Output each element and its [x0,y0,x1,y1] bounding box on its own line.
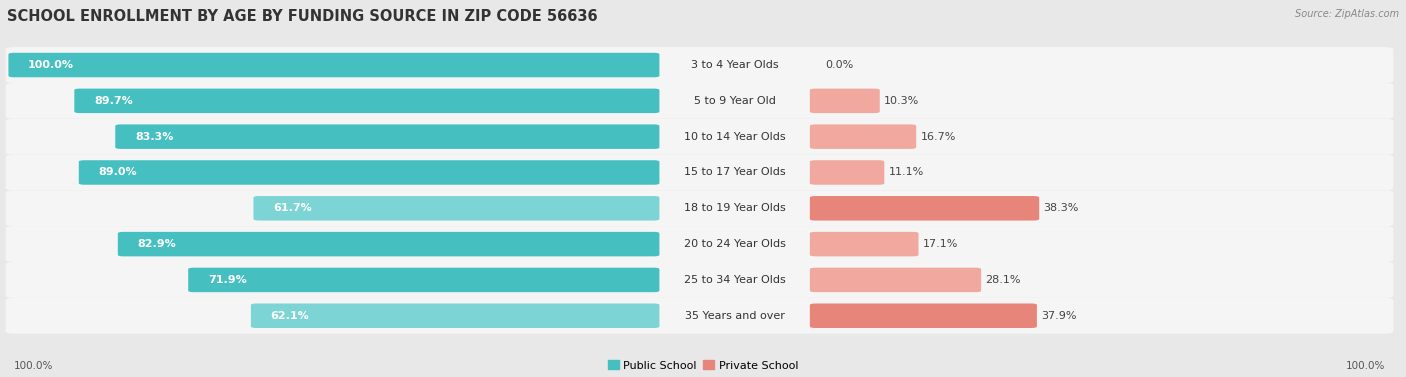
FancyBboxPatch shape [6,298,1393,334]
Text: 100.0%: 100.0% [28,60,75,70]
FancyBboxPatch shape [810,160,884,185]
FancyBboxPatch shape [115,124,659,149]
Text: 62.1%: 62.1% [270,311,309,321]
FancyBboxPatch shape [8,53,659,77]
FancyBboxPatch shape [6,47,1393,83]
Text: 37.9%: 37.9% [1040,311,1077,321]
Text: 3 to 4 Year Olds: 3 to 4 Year Olds [690,60,779,70]
Text: 82.9%: 82.9% [138,239,176,249]
Text: SCHOOL ENROLLMENT BY AGE BY FUNDING SOURCE IN ZIP CODE 56636: SCHOOL ENROLLMENT BY AGE BY FUNDING SOUR… [7,9,598,25]
Text: 20 to 24 Year Olds: 20 to 24 Year Olds [683,239,786,249]
Legend: Public School, Private School: Public School, Private School [603,356,803,375]
FancyBboxPatch shape [810,89,880,113]
FancyBboxPatch shape [75,89,659,113]
FancyBboxPatch shape [6,119,1393,155]
Text: 100.0%: 100.0% [1346,361,1385,371]
Text: 35 Years and over: 35 Years and over [685,311,785,321]
Text: 11.1%: 11.1% [889,167,924,178]
Text: 25 to 34 Year Olds: 25 to 34 Year Olds [683,275,786,285]
FancyBboxPatch shape [253,196,659,221]
FancyBboxPatch shape [250,303,659,328]
Text: 0.0%: 0.0% [825,60,853,70]
FancyBboxPatch shape [79,160,659,185]
Text: 89.7%: 89.7% [94,96,132,106]
Text: 89.0%: 89.0% [98,167,138,178]
FancyBboxPatch shape [118,232,659,256]
Text: 71.9%: 71.9% [208,275,246,285]
Text: 38.3%: 38.3% [1043,203,1078,213]
FancyBboxPatch shape [810,196,1039,221]
FancyBboxPatch shape [188,268,659,292]
Text: 10.3%: 10.3% [884,96,920,106]
FancyBboxPatch shape [810,124,917,149]
Text: 28.1%: 28.1% [986,275,1021,285]
Text: 16.7%: 16.7% [921,132,956,142]
Text: 10 to 14 Year Olds: 10 to 14 Year Olds [683,132,786,142]
Text: 18 to 19 Year Olds: 18 to 19 Year Olds [683,203,786,213]
FancyBboxPatch shape [810,303,1036,328]
FancyBboxPatch shape [810,232,918,256]
FancyBboxPatch shape [6,155,1393,190]
Text: 61.7%: 61.7% [273,203,312,213]
FancyBboxPatch shape [810,268,981,292]
Text: 17.1%: 17.1% [922,239,957,249]
Text: 5 to 9 Year Old: 5 to 9 Year Old [693,96,776,106]
Text: 15 to 17 Year Olds: 15 to 17 Year Olds [683,167,786,178]
FancyBboxPatch shape [6,226,1393,262]
Text: Source: ZipAtlas.com: Source: ZipAtlas.com [1295,9,1399,20]
Text: 100.0%: 100.0% [14,361,53,371]
FancyBboxPatch shape [6,83,1393,119]
Text: 83.3%: 83.3% [135,132,173,142]
FancyBboxPatch shape [6,190,1393,226]
FancyBboxPatch shape [6,262,1393,298]
